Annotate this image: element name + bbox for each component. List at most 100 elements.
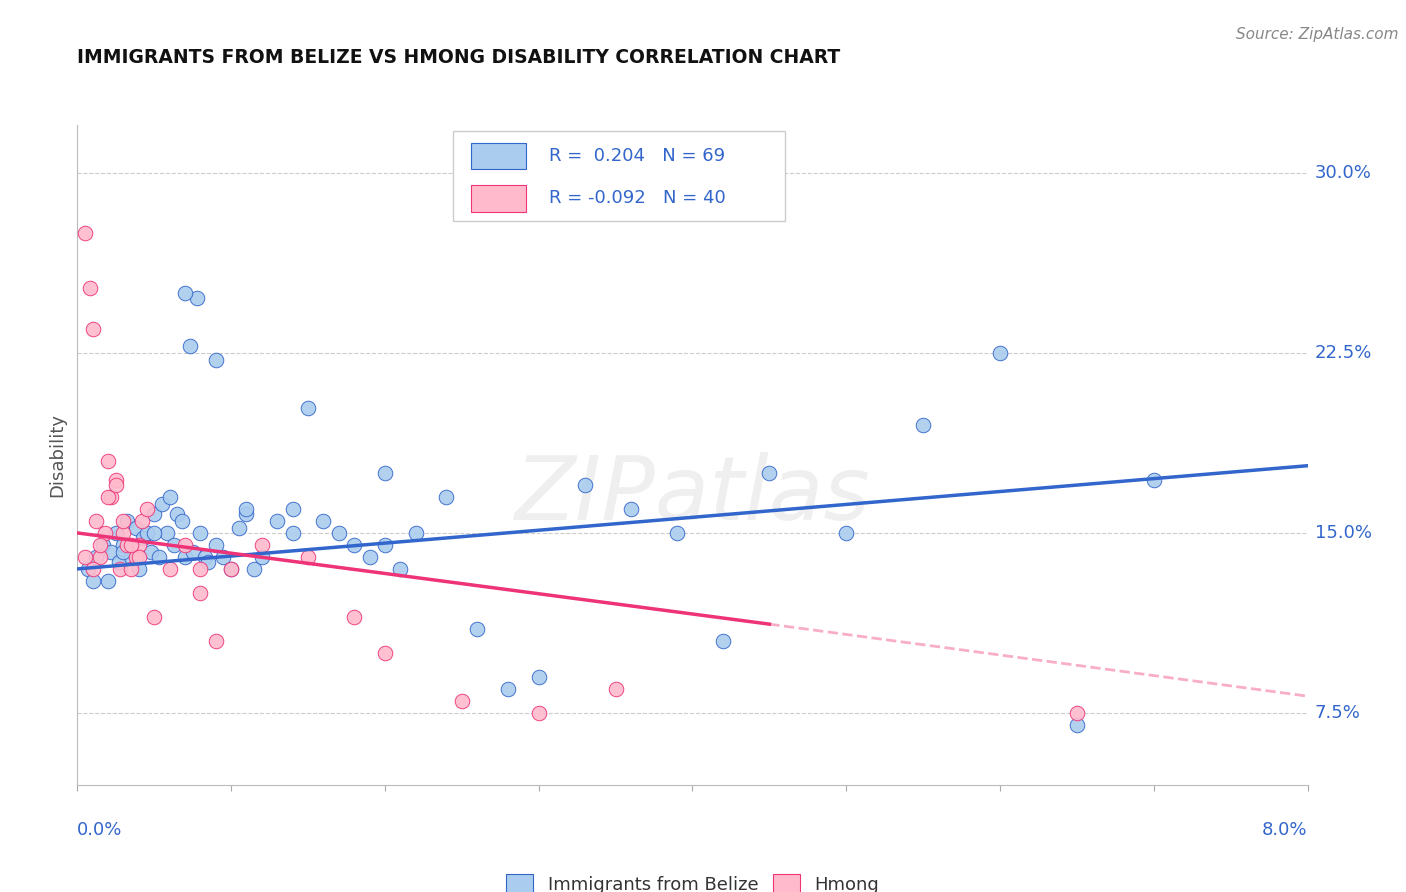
Point (73, 226, 96, 240)
Point (574, 478, 596, 492)
Point (84, 549, 107, 564)
Point (711, 634, 734, 648)
Point (100, 490, 122, 504)
Point (405, 525, 427, 540)
Point (297, 549, 319, 564)
Point (343, 538, 366, 552)
Point (389, 562, 412, 576)
Point (174, 538, 197, 552)
Point (374, 538, 396, 552)
Point (89, 549, 111, 564)
Point (100, 545, 122, 559)
Point (166, 507, 188, 521)
Point (496, 681, 519, 696)
FancyBboxPatch shape (453, 131, 785, 220)
Point (197, 555, 219, 569)
Point (89, 538, 111, 552)
Point (104, 525, 127, 540)
Point (112, 538, 135, 552)
Point (97, 454, 120, 468)
Point (188, 586, 212, 600)
Point (359, 549, 381, 564)
Point (159, 562, 181, 576)
Point (374, 646, 396, 660)
Point (128, 549, 150, 564)
Point (250, 549, 273, 564)
Point (620, 502, 643, 516)
Text: 15.0%: 15.0% (1315, 524, 1372, 542)
Point (228, 521, 250, 535)
Point (835, 525, 858, 540)
Point (82, 322, 104, 336)
Point (436, 490, 458, 504)
Text: R = -0.092   N = 40: R = -0.092 N = 40 (548, 189, 725, 208)
Point (112, 525, 135, 540)
Point (527, 670, 550, 684)
Point (204, 634, 226, 648)
Point (170, 514, 193, 528)
Legend: Immigrants from Belize, Hmong: Immigrants from Belize, Hmong (499, 867, 886, 892)
Point (297, 401, 319, 416)
Point (250, 538, 273, 552)
Point (125, 521, 148, 535)
Point (82, 574, 104, 588)
Point (281, 525, 304, 540)
Point (188, 562, 212, 576)
Text: 7.5%: 7.5% (1315, 704, 1361, 722)
Point (212, 549, 235, 564)
Point (115, 538, 138, 552)
Point (1066, 706, 1088, 720)
Text: 22.5%: 22.5% (1315, 344, 1372, 362)
Point (343, 610, 366, 624)
Point (235, 507, 257, 521)
Point (181, 545, 204, 559)
FancyBboxPatch shape (471, 143, 526, 169)
Point (204, 538, 226, 552)
Point (605, 681, 627, 696)
Point (243, 562, 266, 576)
Point (1143, 473, 1166, 487)
Point (104, 478, 127, 492)
Point (115, 514, 138, 528)
Point (143, 525, 166, 540)
Point (450, 694, 472, 708)
Point (281, 502, 304, 516)
Point (219, 562, 242, 576)
Text: ZIPatlas: ZIPatlas (515, 451, 870, 538)
Point (758, 466, 780, 480)
Text: 30.0%: 30.0% (1315, 164, 1371, 182)
Point (374, 466, 396, 480)
Point (163, 538, 186, 552)
Point (912, 417, 935, 432)
Point (94, 525, 117, 540)
Point (135, 502, 157, 516)
Point (527, 706, 550, 720)
Point (93, 538, 115, 552)
Point (73, 549, 96, 564)
Point (150, 497, 173, 511)
Point (204, 353, 226, 368)
Point (128, 538, 150, 552)
Point (143, 507, 166, 521)
Point (110, 562, 132, 576)
Point (97, 490, 120, 504)
Point (235, 502, 257, 516)
Point (120, 538, 142, 552)
Point (988, 346, 1011, 360)
Point (328, 525, 350, 540)
Point (125, 549, 148, 564)
Point (132, 531, 155, 545)
Point (135, 525, 157, 540)
Point (188, 525, 212, 540)
Point (84, 514, 107, 528)
Point (219, 562, 242, 576)
Text: Source: ZipAtlas.com: Source: ZipAtlas.com (1236, 27, 1399, 42)
Point (312, 514, 335, 528)
Point (174, 549, 197, 564)
Point (141, 545, 163, 559)
Point (159, 490, 181, 504)
Point (104, 473, 127, 487)
Text: 8.0%: 8.0% (1263, 821, 1308, 838)
Point (179, 339, 201, 353)
Point (131, 514, 153, 528)
